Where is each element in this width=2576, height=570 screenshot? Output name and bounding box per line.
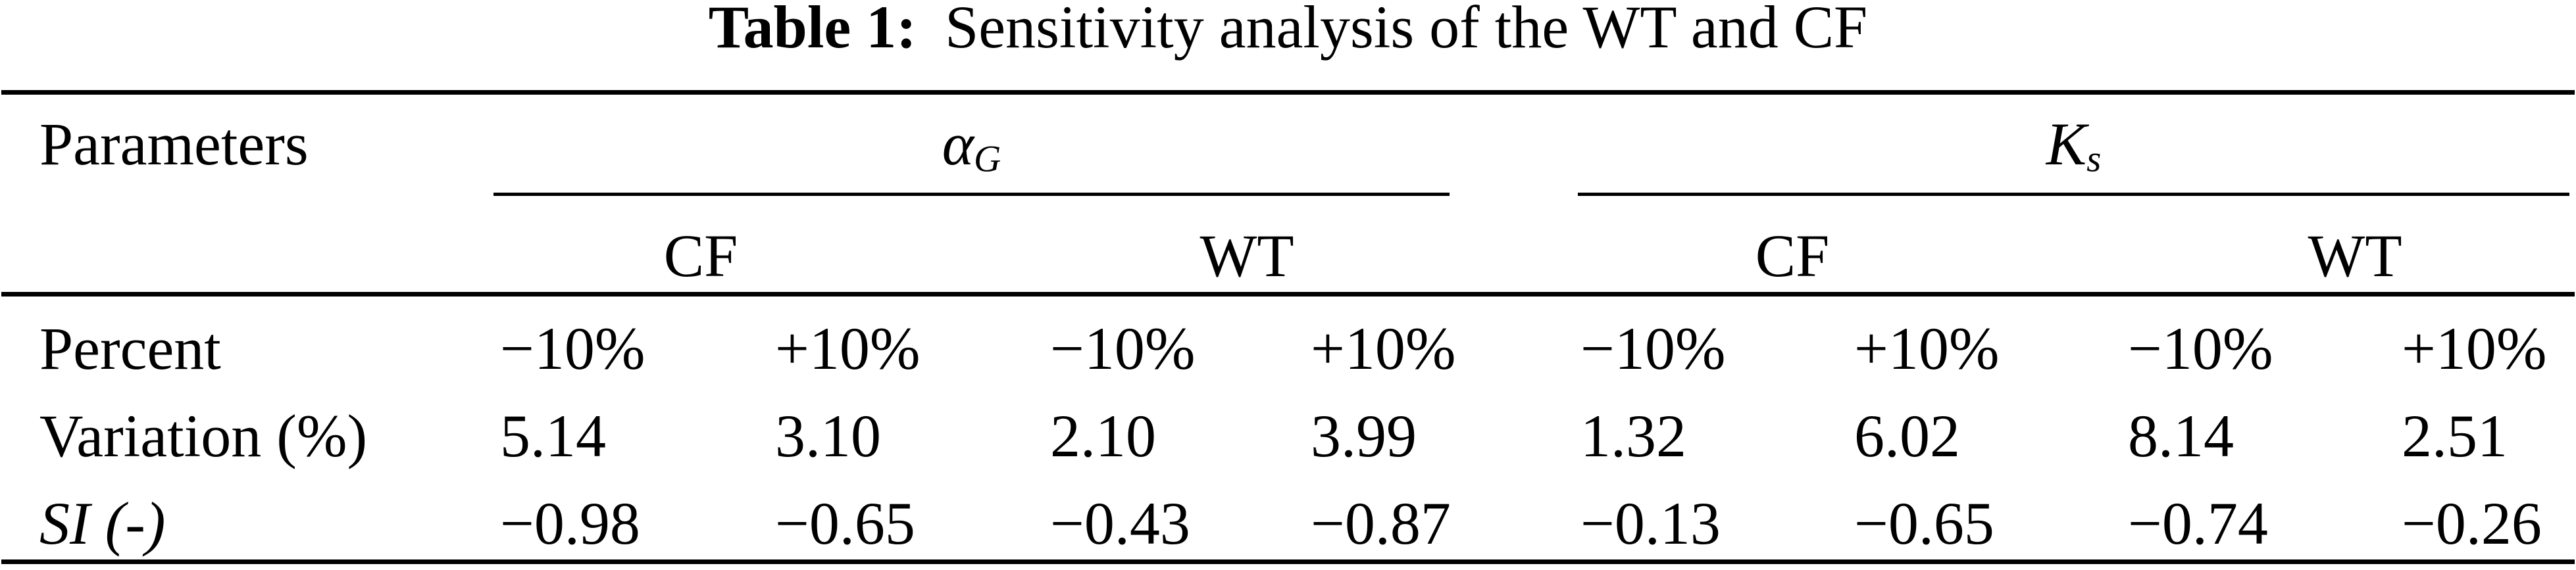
cell-si-5: −0.13 bbox=[1580, 490, 1721, 557]
subheader-wt-k-s: WT bbox=[2308, 222, 2402, 289]
table-bottom-rule bbox=[1, 559, 2575, 564]
cell-variation-1: 5.14 bbox=[500, 402, 606, 469]
cell-percent-3: −10% bbox=[1050, 315, 1196, 382]
k-subscript: s bbox=[2086, 138, 2102, 180]
cell-percent-6: +10% bbox=[1854, 315, 2000, 382]
cell-percent-7: −10% bbox=[2128, 315, 2273, 382]
cell-variation-5: 1.32 bbox=[1580, 402, 1686, 469]
row-label-si: SI (-) bbox=[39, 490, 166, 557]
cell-variation-7: 8.14 bbox=[2128, 402, 2234, 469]
cell-variation-4: 3.99 bbox=[1311, 402, 1417, 469]
table-top-rule bbox=[1, 90, 2575, 95]
table-subheader-row: CF WT CF WT bbox=[0, 226, 2576, 286]
cell-percent-4: +10% bbox=[1311, 315, 1456, 382]
subheader-cf-k-s: CF bbox=[1755, 222, 1830, 289]
table-row-variation: Variation (%) 5.14 3.10 2.10 3.99 1.32 6… bbox=[0, 406, 2576, 466]
cell-si-1: −0.98 bbox=[500, 490, 640, 557]
cell-si-8: −0.26 bbox=[2402, 490, 2542, 557]
k-symbol: K bbox=[2046, 110, 2087, 178]
cell-variation-2: 3.10 bbox=[775, 402, 881, 469]
cell-si-7: −0.74 bbox=[2128, 490, 2268, 557]
table-caption-title: Sensitivity analysis of the WT and CF bbox=[945, 0, 1868, 60]
cell-percent-2: +10% bbox=[775, 315, 921, 382]
alpha-symbol: α bbox=[942, 110, 974, 178]
alpha-g-underline-rule bbox=[493, 193, 1450, 196]
group-header-k-s: Ks bbox=[1578, 114, 2569, 178]
table-row-percent: Percent −10% +10% −10% +10% −10% +10% −1… bbox=[0, 318, 2576, 379]
cell-variation-8: 2.51 bbox=[2402, 402, 2508, 469]
row-label-variation: Variation (%) bbox=[39, 402, 368, 469]
row-label-percent: Percent bbox=[39, 315, 221, 382]
table-group-header-row: Parameters αG Ks bbox=[0, 110, 2576, 178]
cell-si-6: −0.65 bbox=[1854, 490, 1994, 557]
alpha-subscript: G bbox=[974, 138, 1001, 180]
cell-percent-8: +10% bbox=[2402, 315, 2547, 382]
group-header-alpha-g: αG bbox=[493, 114, 1450, 178]
cell-variation-3: 2.10 bbox=[1050, 402, 1156, 469]
subheader-wt-alpha-g: WT bbox=[1200, 222, 1294, 289]
cell-si-2: −0.65 bbox=[775, 490, 915, 557]
cell-percent-5: −10% bbox=[1580, 315, 1726, 382]
subheader-cf-alpha-g: CF bbox=[663, 222, 738, 289]
table-row-si: SI (-) −0.98 −0.65 −0.43 −0.87 −0.13 −0.… bbox=[0, 493, 2576, 554]
cell-si-3: −0.43 bbox=[1050, 490, 1190, 557]
cell-si-4: −0.87 bbox=[1311, 490, 1451, 557]
k-s-underline-rule bbox=[1578, 193, 2569, 196]
cell-variation-6: 6.02 bbox=[1854, 402, 1960, 469]
table-mid-rule bbox=[1, 292, 2575, 297]
table-caption: Table 1: Sensitivity analysis of the WT … bbox=[0, 0, 2576, 57]
table-caption-number: Table 1: bbox=[708, 0, 917, 60]
cell-percent-1: −10% bbox=[500, 315, 645, 382]
stub-header-parameters: Parameters bbox=[39, 110, 309, 178]
